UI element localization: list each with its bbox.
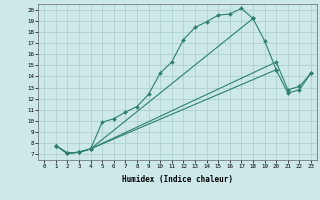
X-axis label: Humidex (Indice chaleur): Humidex (Indice chaleur) <box>122 175 233 184</box>
